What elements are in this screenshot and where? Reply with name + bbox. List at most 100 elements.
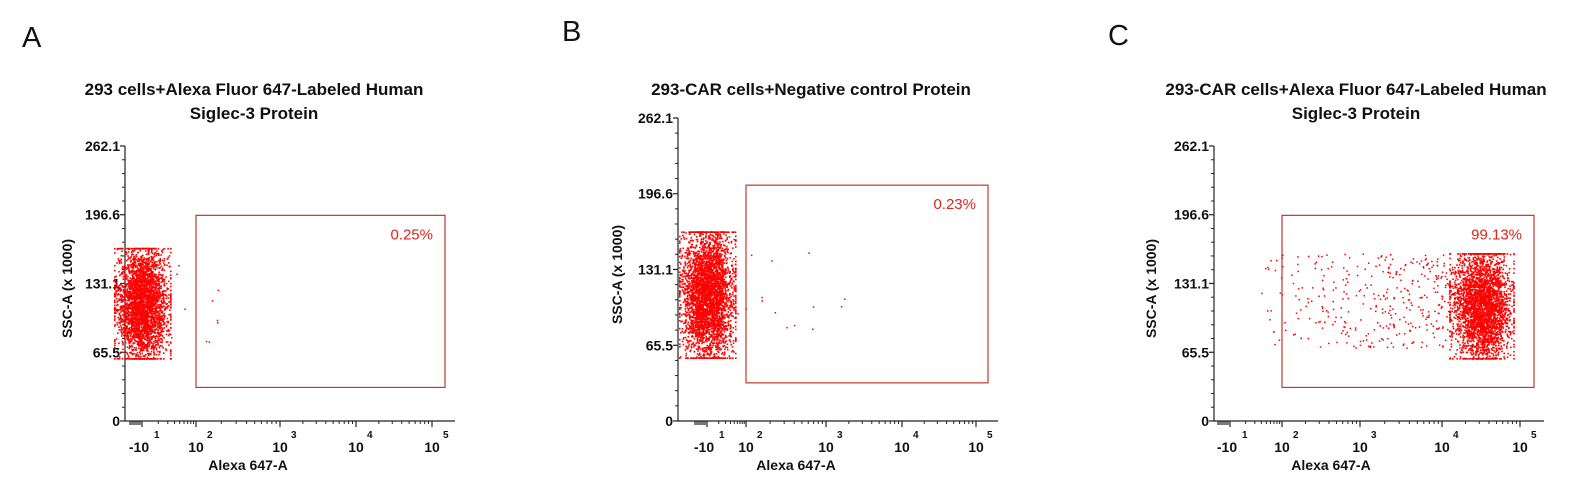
scatter-point (119, 247, 122, 250)
scatter-point (705, 325, 707, 327)
scatter-point (145, 271, 148, 273)
scatter-point (165, 276, 167, 278)
scatter-point (149, 324, 152, 326)
scatter-point (217, 322, 219, 324)
scatter-point (167, 334, 170, 337)
scatter-point (144, 295, 147, 298)
scatter-point (138, 342, 140, 344)
scatter-point (121, 285, 124, 287)
scatter-point (147, 283, 150, 286)
scatter-point (156, 253, 159, 255)
scatter-point (119, 293, 121, 296)
scatter-point (145, 331, 147, 334)
scatter-point (141, 305, 144, 307)
scatter-point (118, 262, 121, 265)
scatter-point (163, 290, 166, 292)
scatter-point (689, 239, 692, 242)
scatter-point (129, 346, 131, 348)
y-tick-label: 131.1 (638, 261, 673, 277)
scatter-point (115, 290, 117, 292)
scatter-point (139, 344, 141, 347)
scatter-point (160, 312, 163, 314)
scatter-point (134, 305, 136, 307)
scatter-point (731, 287, 733, 289)
scatter-point (128, 333, 131, 335)
scatter-point (121, 286, 124, 288)
scatter-point (688, 294, 691, 296)
scatter-point (170, 307, 172, 309)
scatter-point (127, 292, 129, 294)
scatter-point (140, 332, 142, 334)
scatter-point (133, 290, 136, 292)
scatter-point (147, 346, 149, 348)
scatter-point (141, 334, 143, 337)
scatter-point (706, 267, 709, 269)
scatter-point (137, 295, 139, 297)
scatter-point (163, 316, 165, 319)
scatter-point (155, 317, 158, 320)
scatter-point (687, 257, 690, 260)
scatter-point (724, 282, 726, 285)
scatter-point (170, 306, 172, 308)
scatter-point (161, 335, 164, 337)
scatter-point (134, 265, 136, 267)
scatter-point (709, 336, 712, 338)
scatter-point (128, 317, 130, 320)
scatter-point (705, 323, 708, 326)
scatter-point (125, 327, 128, 330)
scatter-point (122, 273, 124, 275)
scatter-point (122, 278, 125, 281)
scatter-point (129, 293, 132, 296)
scatter-point (139, 301, 141, 304)
scatter-point (714, 277, 717, 279)
scatter-point (133, 304, 136, 306)
scatter-point (687, 253, 689, 255)
scatter-point (133, 279, 135, 282)
scatter-point (157, 338, 160, 340)
scatter-point (135, 340, 138, 343)
x-tick-exponent: 3 (291, 430, 297, 441)
scatter-point (170, 299, 172, 301)
scatter-point (148, 343, 151, 346)
scatter-point (147, 259, 150, 261)
scatter-point (125, 293, 127, 296)
scatter-point (159, 267, 161, 269)
scatter-point (722, 320, 725, 323)
scatter-point (142, 310, 145, 313)
scatter-point (141, 264, 143, 267)
scatter-point (119, 320, 122, 323)
scatter-point (156, 358, 159, 360)
scatter-point (167, 322, 169, 324)
scatter-point (118, 342, 120, 345)
scatter-point (716, 243, 718, 245)
scatter-point (130, 254, 133, 256)
scatter-point (145, 263, 147, 265)
scatter-point (121, 299, 124, 301)
scatter-point (164, 309, 166, 311)
scatter-point (217, 289, 219, 292)
scatter-point (169, 265, 171, 268)
scatter-point (144, 303, 146, 306)
scatter-point (141, 348, 143, 350)
scatter-point (118, 261, 121, 263)
scatter-point (170, 298, 172, 300)
scatter-point (130, 317, 133, 320)
scatter-point (137, 281, 140, 284)
scatter-point (156, 314, 159, 316)
scatter-point (709, 342, 711, 345)
scatter-point (151, 309, 154, 311)
scatter-point (130, 332, 132, 335)
scatter-point (684, 252, 687, 254)
scatter-point (158, 319, 161, 321)
scatter-point (117, 293, 120, 295)
scatter-point (149, 280, 151, 282)
scatter-point (158, 286, 160, 289)
scatter-point (153, 319, 155, 321)
scatter-point (715, 335, 717, 338)
scatter-point (161, 345, 163, 347)
scatter-point (132, 312, 134, 314)
y-tick-label: 65.5 (646, 337, 673, 353)
x-tick-label: 10 (738, 439, 754, 455)
scatter-point (167, 256, 170, 259)
scatter-point (155, 348, 158, 351)
